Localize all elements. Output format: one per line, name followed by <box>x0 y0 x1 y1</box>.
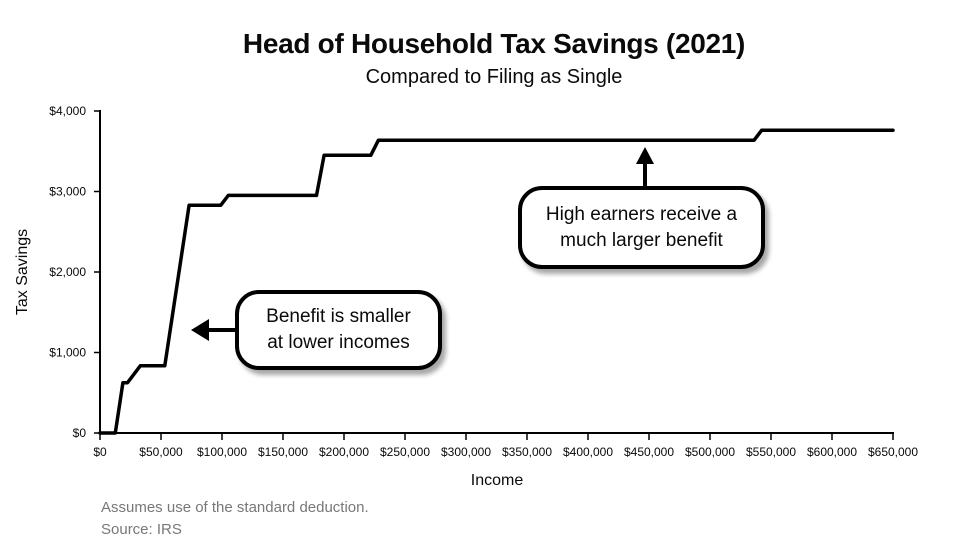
x-tick-label: $400,000 <box>563 445 613 459</box>
x-tick-label: $0 <box>93 445 107 459</box>
x-tick-label: $100,000 <box>197 445 247 459</box>
footnote-assumption: Assumes use of the standard deduction. <box>101 499 369 516</box>
x-tick-label: $250,000 <box>380 445 430 459</box>
annotation-text-line: Benefit is smaller <box>266 306 411 327</box>
y-axis-title: Tax Savings <box>14 229 31 315</box>
annotation-high-earners: High earners receive a much larger benef… <box>518 186 765 269</box>
x-tick-label: $500,000 <box>685 445 735 459</box>
y-tick-label: $0 <box>73 426 87 440</box>
x-tick-label: $200,000 <box>319 445 369 459</box>
annotation-text-line: at lower incomes <box>267 332 410 353</box>
chart-title: Head of Household Tax Savings (2021) <box>243 28 745 59</box>
x-axis-title: Income <box>471 472 524 489</box>
x-tick-label: $50,000 <box>139 445 183 459</box>
x-tick-label: $150,000 <box>258 445 308 459</box>
x-tick-label: $550,000 <box>746 445 796 459</box>
annotation-text-line: much larger benefit <box>560 229 723 251</box>
arrow-left <box>191 319 237 341</box>
x-tick-label: $600,000 <box>807 445 857 459</box>
y-tick-label: $4,000 <box>49 104 86 118</box>
annotation-text-line: High earners receive a <box>545 203 738 225</box>
y-tick-label: $3,000 <box>49 185 86 199</box>
chart-subtitle: Compared to Filing as Single <box>366 66 623 88</box>
arrow-up <box>636 147 654 188</box>
x-tick-label: $350,000 <box>502 445 552 459</box>
footnote-source: Source: IRS <box>101 521 182 538</box>
annotation-low-income: Benefit is smaller at lower incomes <box>235 290 442 370</box>
x-tick-label: $450,000 <box>624 445 674 459</box>
x-axis-ticks: $0 $50,000 $100,000 $150,000 $200,000 $250,00… <box>93 433 918 459</box>
x-tick-label: $650,000 <box>868 445 918 459</box>
tax-savings-series-line <box>98 128 895 435</box>
x-tick-label: $300,000 <box>441 445 491 459</box>
y-tick-label: $1,000 <box>49 346 86 360</box>
y-tick-label: $2,000 <box>49 265 86 279</box>
y-axis-ticks: $0 $1,000 $2,000 $3,000 $4,000 <box>49 104 100 440</box>
footnote: Assumes use of the standard deduction. S… <box>101 497 369 541</box>
